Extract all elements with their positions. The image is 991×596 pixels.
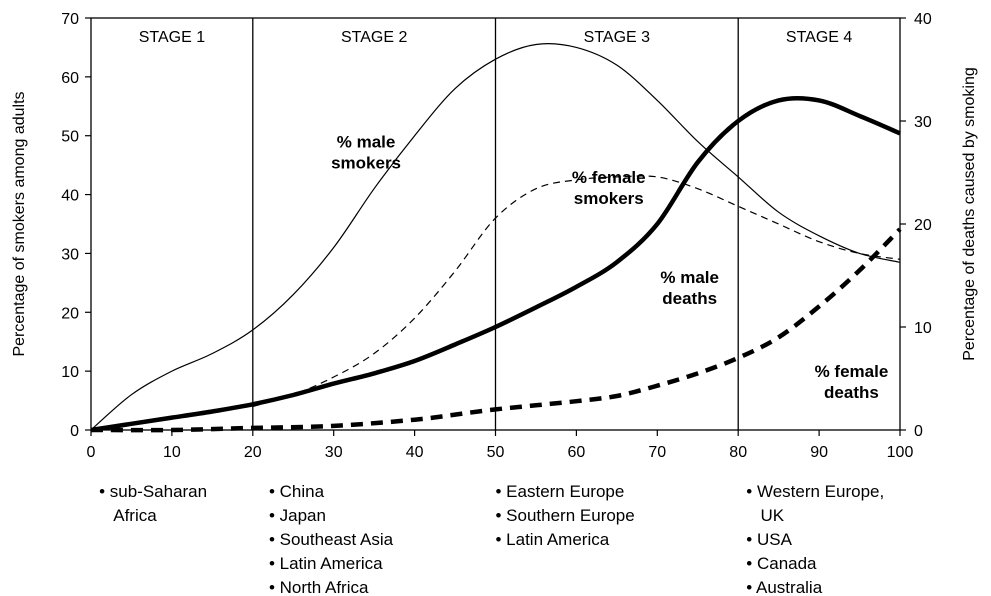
annotation-line: smokers: [331, 153, 401, 172]
region-item: • Southern Europe: [496, 506, 635, 525]
x-tick-label: 60: [568, 444, 586, 461]
x-tick-label: 30: [325, 444, 343, 461]
annotation-2: % female smokers: [572, 168, 646, 208]
region-item: • Southeast Asia: [269, 530, 394, 549]
annotation-line: % male: [660, 268, 719, 287]
series-line-1: [90, 43, 901, 431]
x-tick-label: 100: [887, 444, 914, 461]
region-item: UK: [746, 506, 784, 525]
annotation-line: deaths: [824, 383, 879, 402]
region-item: Africa: [99, 506, 157, 525]
region-item: • USA: [746, 530, 792, 549]
region-item: • Japan: [269, 506, 326, 525]
region-item: • sub-Saharan: [99, 482, 207, 501]
x-tick-label: 70: [648, 444, 666, 461]
y-left-tick-label: 10: [61, 364, 79, 381]
region-item: • Latin America: [269, 554, 383, 573]
y-right-tick-label: 0: [914, 423, 923, 440]
x-tick-label: 0: [87, 444, 96, 461]
series-line-4: [90, 227, 902, 433]
x-tick-label: 40: [406, 444, 424, 461]
region-list-1: • sub-Saharan Africa: [99, 482, 207, 525]
y-right-tick-label: 10: [914, 320, 932, 337]
stage-label-2: STAGE 2: [341, 29, 407, 46]
region-list-2: • China • Japan • Southeast Asia • Latin Am…: [269, 482, 394, 596]
region-item: • Canada: [746, 554, 817, 573]
y-left-tick-label: 30: [61, 246, 79, 263]
x-tick-label: 80: [729, 444, 747, 461]
y-axis-left-title: Percentage of smokers among adults: [11, 91, 28, 356]
region-item: • Australia: [746, 578, 822, 596]
annotation-3: % male deaths: [660, 268, 719, 308]
annotation-line: % female: [572, 168, 646, 187]
annotation-line: % female: [815, 362, 889, 381]
annotation-4: % female deaths: [815, 362, 889, 402]
y-axis-right-title: Percentage of deaths caused by smoking: [961, 67, 978, 361]
y-right-tick-label: 30: [914, 114, 932, 131]
y-left-tick-label: 60: [61, 70, 79, 87]
region-item: • China: [269, 482, 325, 501]
y-left-tick-label: 20: [61, 305, 79, 322]
region-item: • North Africa: [269, 578, 369, 596]
y-right-tick-label: 40: [914, 11, 932, 28]
region-item: • Western Europe,: [746, 482, 884, 501]
series-line-3: [90, 95, 901, 433]
stage-label-4: STAGE 4: [786, 29, 852, 46]
x-tick-label: 10: [163, 444, 181, 461]
series-line-2: [252, 175, 901, 408]
stage-label-3: STAGE 3: [584, 29, 650, 46]
annotation-line: deaths: [662, 289, 717, 308]
region-item: • Eastern Europe: [496, 482, 625, 501]
y-left-tick-label: 70: [61, 11, 79, 28]
region-list-3: • Eastern Europe • Southern Europe • Latin…: [496, 482, 635, 549]
region-item: • Latin America: [496, 530, 610, 549]
y-left-tick-label: 50: [61, 129, 79, 146]
y-left-tick-label: 0: [70, 423, 79, 440]
stage-label-1: STAGE 1: [139, 29, 205, 46]
annotation-line: % male: [337, 132, 396, 151]
region-list-4: • Western Europe, UK • USA • Canada • Austr…: [746, 482, 884, 596]
x-tick-label: 90: [810, 444, 828, 461]
x-tick-label: 50: [487, 444, 505, 461]
annotation-1: % male smokers: [331, 132, 401, 172]
x-tick-label: 20: [244, 444, 262, 461]
annotation-line: smokers: [574, 189, 644, 208]
y-right-tick-label: 20: [914, 217, 932, 234]
y-left-tick-label: 40: [61, 188, 79, 205]
